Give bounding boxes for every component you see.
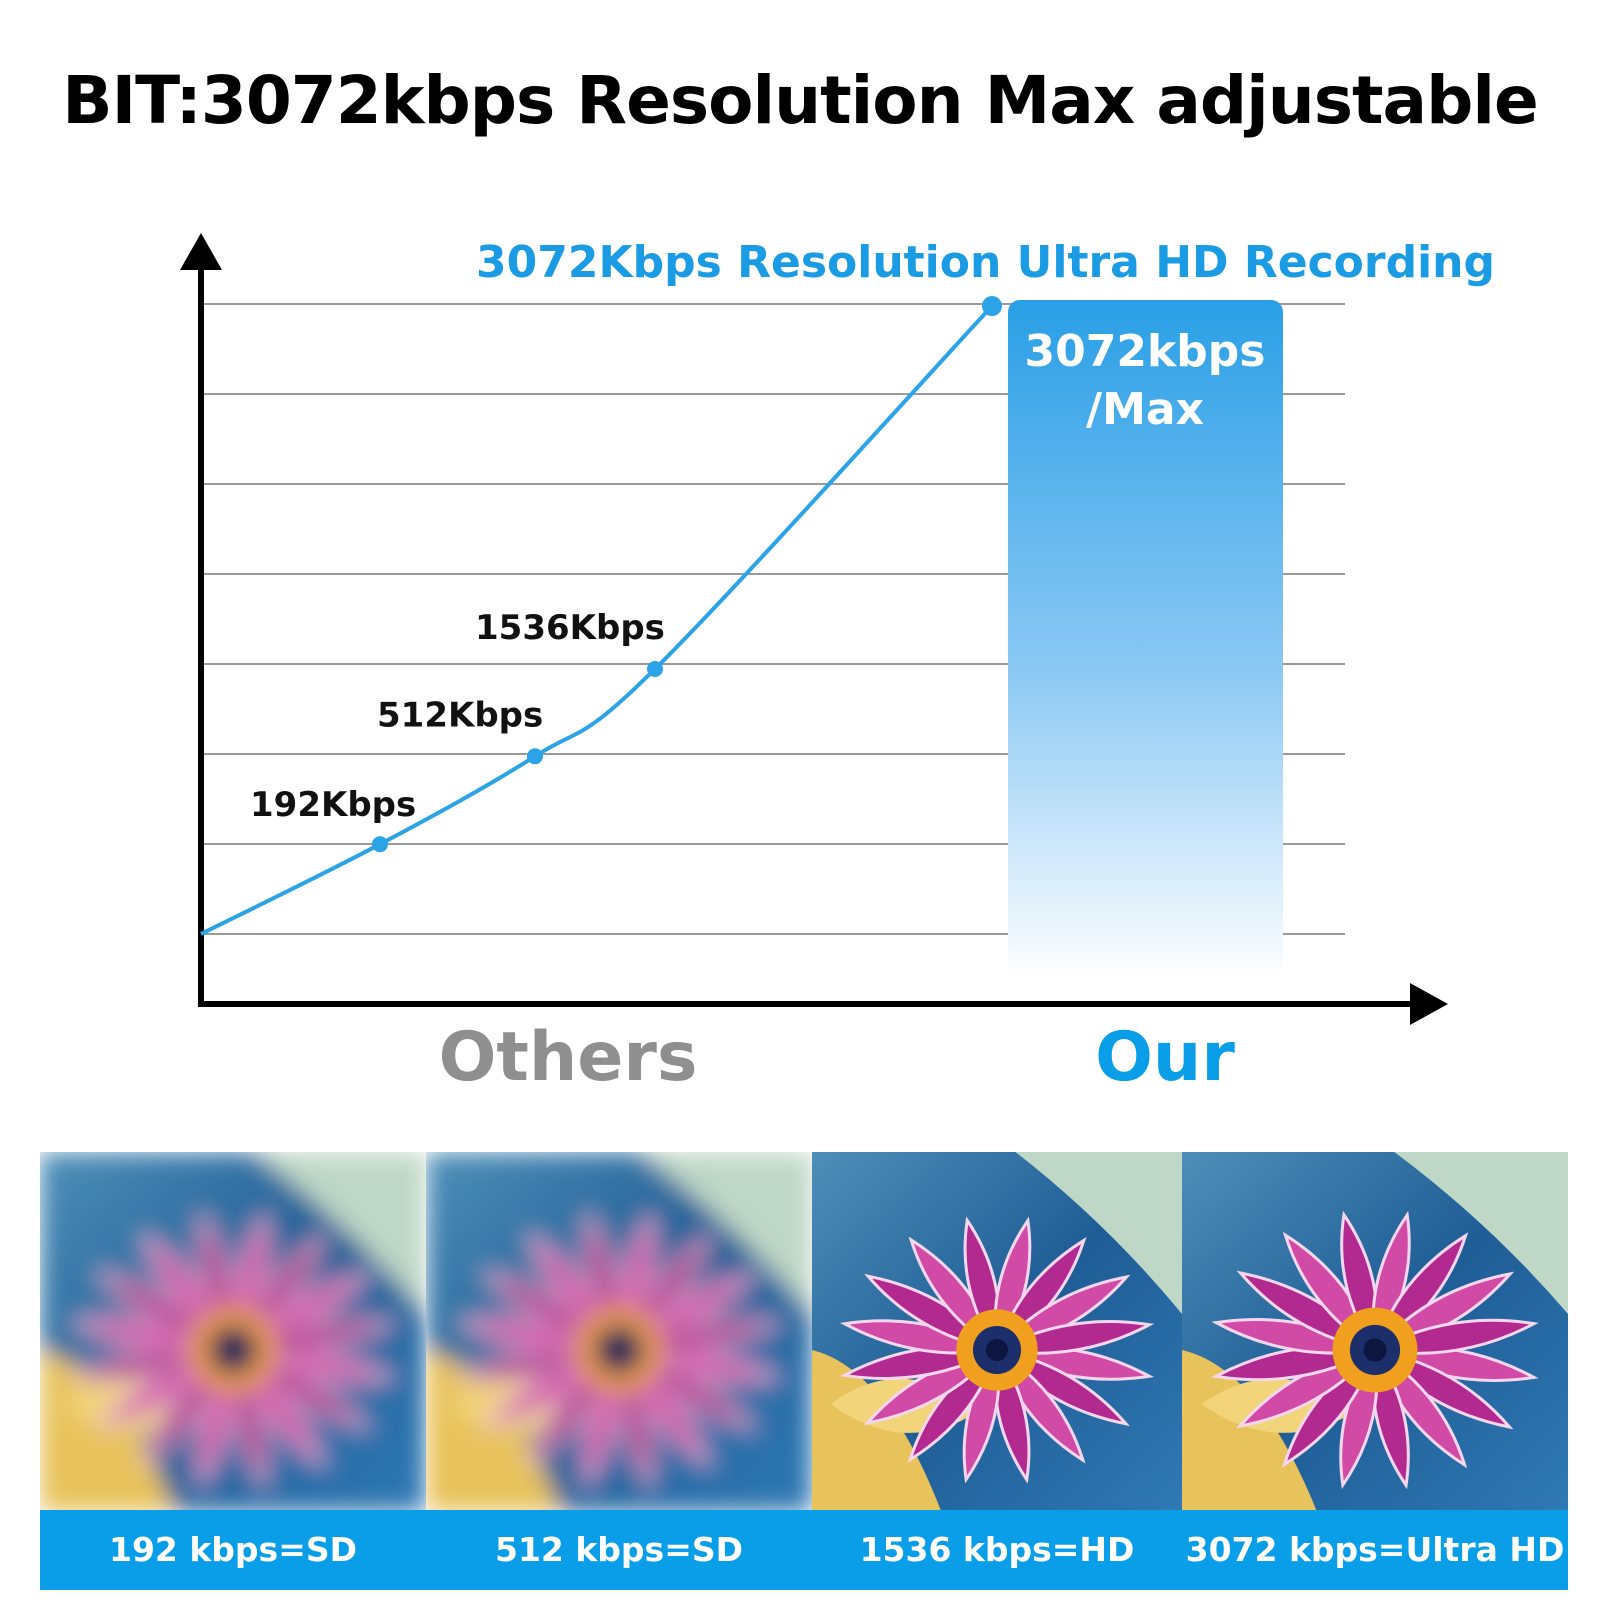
our-max-bar <box>1008 300 1283 980</box>
flower-illustration <box>1182 1152 1568 1512</box>
chart-axes <box>180 233 1448 1025</box>
data-point-label: 512Kbps <box>377 695 543 735</box>
others-label: Others <box>439 1018 698 1097</box>
x-axis-arrow <box>1410 983 1448 1025</box>
caption-bar: 192 kbps=SD 512 kbps=SD 1536 kbps=HD 307… <box>40 1510 1568 1590</box>
sample-image-1536 <box>812 1152 1182 1512</box>
our-label: Our <box>1095 1018 1235 1097</box>
sample-image-512 <box>426 1152 812 1512</box>
caption-512: 512 kbps=SD <box>494 1530 743 1569</box>
data-point <box>982 296 1002 316</box>
our-bar-label-value: 3072kbps <box>1025 326 1266 377</box>
data-point <box>647 660 663 677</box>
caption-192: 192 kbps=SD <box>108 1530 357 1569</box>
bitrate-chart: 3072kbps /Max 192Kbps 512Kbps 1536Kbps 307… <box>180 233 1495 1097</box>
our-bar-label-max: /Max <box>1086 384 1204 435</box>
data-point <box>527 748 543 765</box>
data-points: 192Kbps 512Kbps 1536Kbps <box>250 296 1002 853</box>
caption-3072: 3072 kbps=Ultra HD <box>1185 1530 1565 1569</box>
series-line <box>200 304 994 936</box>
flower-illustration <box>426 1152 812 1512</box>
flower-illustration <box>812 1152 1182 1512</box>
sample-image-192 <box>40 1152 426 1512</box>
page-headline: BIT:3072kbps Resolution Max adjustable <box>62 62 1538 139</box>
data-point-label: 192Kbps <box>250 785 416 825</box>
y-axis-arrow <box>180 233 222 270</box>
sample-images-row <box>40 1152 1568 1512</box>
data-point <box>372 836 388 853</box>
sample-image-3072 <box>1182 1152 1568 1512</box>
flower-illustration <box>40 1152 426 1512</box>
data-point-label: 1536Kbps <box>475 608 665 648</box>
caption-1536: 1536 kbps=HD <box>859 1530 1135 1569</box>
chart-title: 3072Kbps Resolution Ultra HD Recording <box>476 237 1495 288</box>
